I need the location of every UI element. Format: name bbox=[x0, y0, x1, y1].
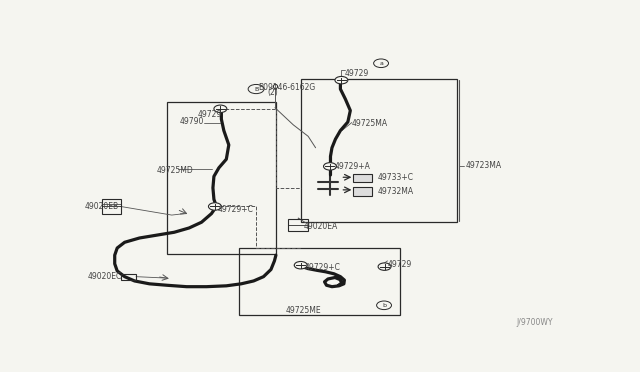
Text: 49729: 49729 bbox=[198, 110, 222, 119]
Text: 49020EC: 49020EC bbox=[88, 272, 122, 281]
Text: 49723MA: 49723MA bbox=[466, 161, 502, 170]
Text: 49729+C: 49729+C bbox=[218, 205, 254, 214]
Bar bbox=[102, 199, 121, 214]
Circle shape bbox=[248, 84, 264, 94]
Text: a: a bbox=[379, 61, 383, 66]
Text: 49790: 49790 bbox=[179, 118, 204, 126]
Circle shape bbox=[324, 163, 337, 170]
Bar bbox=[288, 219, 308, 231]
Text: J/9700WY: J/9700WY bbox=[516, 318, 553, 327]
Text: 49729: 49729 bbox=[345, 69, 369, 78]
Circle shape bbox=[374, 59, 388, 68]
Text: B09146-6162G: B09146-6162G bbox=[259, 83, 316, 92]
Circle shape bbox=[209, 203, 221, 210]
Text: (2): (2) bbox=[268, 88, 278, 97]
Bar bbox=[353, 187, 372, 196]
Text: 49725MD: 49725MD bbox=[157, 166, 194, 175]
Text: 49729: 49729 bbox=[388, 260, 412, 269]
Text: 49020EA: 49020EA bbox=[303, 222, 337, 231]
Text: 49729+C: 49729+C bbox=[304, 263, 340, 272]
Circle shape bbox=[376, 301, 392, 310]
Text: 49729+A: 49729+A bbox=[335, 163, 371, 171]
Bar bbox=[121, 273, 136, 280]
Text: 49732MA: 49732MA bbox=[378, 187, 413, 196]
Circle shape bbox=[214, 105, 227, 112]
Bar bbox=[239, 248, 400, 315]
Text: 49733+C: 49733+C bbox=[378, 173, 413, 182]
Bar bbox=[301, 79, 457, 222]
Text: b: b bbox=[382, 303, 386, 308]
Circle shape bbox=[378, 263, 391, 270]
Text: 49725ME: 49725ME bbox=[286, 306, 321, 315]
Circle shape bbox=[294, 262, 307, 269]
Text: 49725MA: 49725MA bbox=[352, 119, 388, 128]
Bar bbox=[167, 102, 276, 254]
Circle shape bbox=[335, 76, 348, 84]
Text: B: B bbox=[254, 87, 258, 92]
Text: 49020EB: 49020EB bbox=[85, 202, 119, 211]
Bar bbox=[353, 173, 372, 182]
